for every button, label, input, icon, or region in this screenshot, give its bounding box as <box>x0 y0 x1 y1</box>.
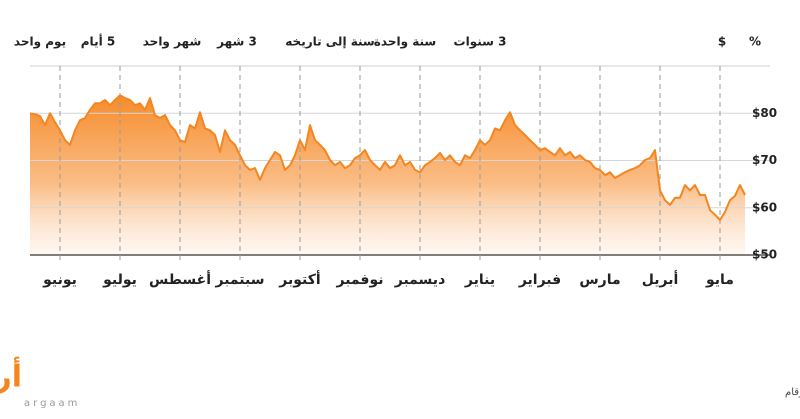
range-button[interactable]: شهر واحد <box>143 35 202 50</box>
x-tick-label: سبتمبر <box>214 272 264 288</box>
logo-latin: argaam <box>24 398 80 409</box>
x-tick-label: يونيو <box>42 272 77 288</box>
x-tick-label: مايو <box>705 272 734 288</box>
y-tick-label: $70 <box>752 153 777 167</box>
range-button[interactable]: يوم واحد <box>14 35 66 50</box>
x-tick-label: أغسطس <box>149 270 211 288</box>
x-tick-label: ديسمبر <box>394 272 446 288</box>
source: المصدر: وول ستريت جورنال/أرقام <box>785 385 800 398</box>
x-tick-label: أبريل <box>642 270 679 288</box>
y-tick-label: $80 <box>752 106 777 120</box>
line <box>29 94 746 221</box>
unit-button[interactable]: $ <box>718 35 726 49</box>
x-tick-label: مارس <box>579 272 620 288</box>
plot: $50 $60 $70 $80 يونيو يوليو أغسطس سبتمبر أكتوبر ن… <box>29 66 777 288</box>
x-tick-label: فبراير <box>518 272 561 288</box>
range-button[interactable]: 3 سنوات <box>454 35 507 50</box>
range-button[interactable]: سنة واحدة <box>374 35 436 50</box>
x-tick-label: يناير <box>464 272 495 288</box>
area <box>30 95 745 255</box>
unit-button[interactable]: % <box>749 35 761 49</box>
logo: أرقام <box>0 357 22 395</box>
y-tick-label: $50 <box>752 248 777 262</box>
range-button[interactable]: 3 شهر <box>216 35 257 49</box>
y-tick-label: $60 <box>752 200 777 214</box>
x-tick-label: أكتوبر <box>278 270 320 288</box>
range-button[interactable]: 5 أيام <box>81 34 115 50</box>
x-tick-label: نوفمبر <box>335 272 383 288</box>
range-button[interactable]: سنة إلى تاريخه <box>285 35 374 49</box>
x-tick-label: يوليو <box>102 272 137 288</box>
